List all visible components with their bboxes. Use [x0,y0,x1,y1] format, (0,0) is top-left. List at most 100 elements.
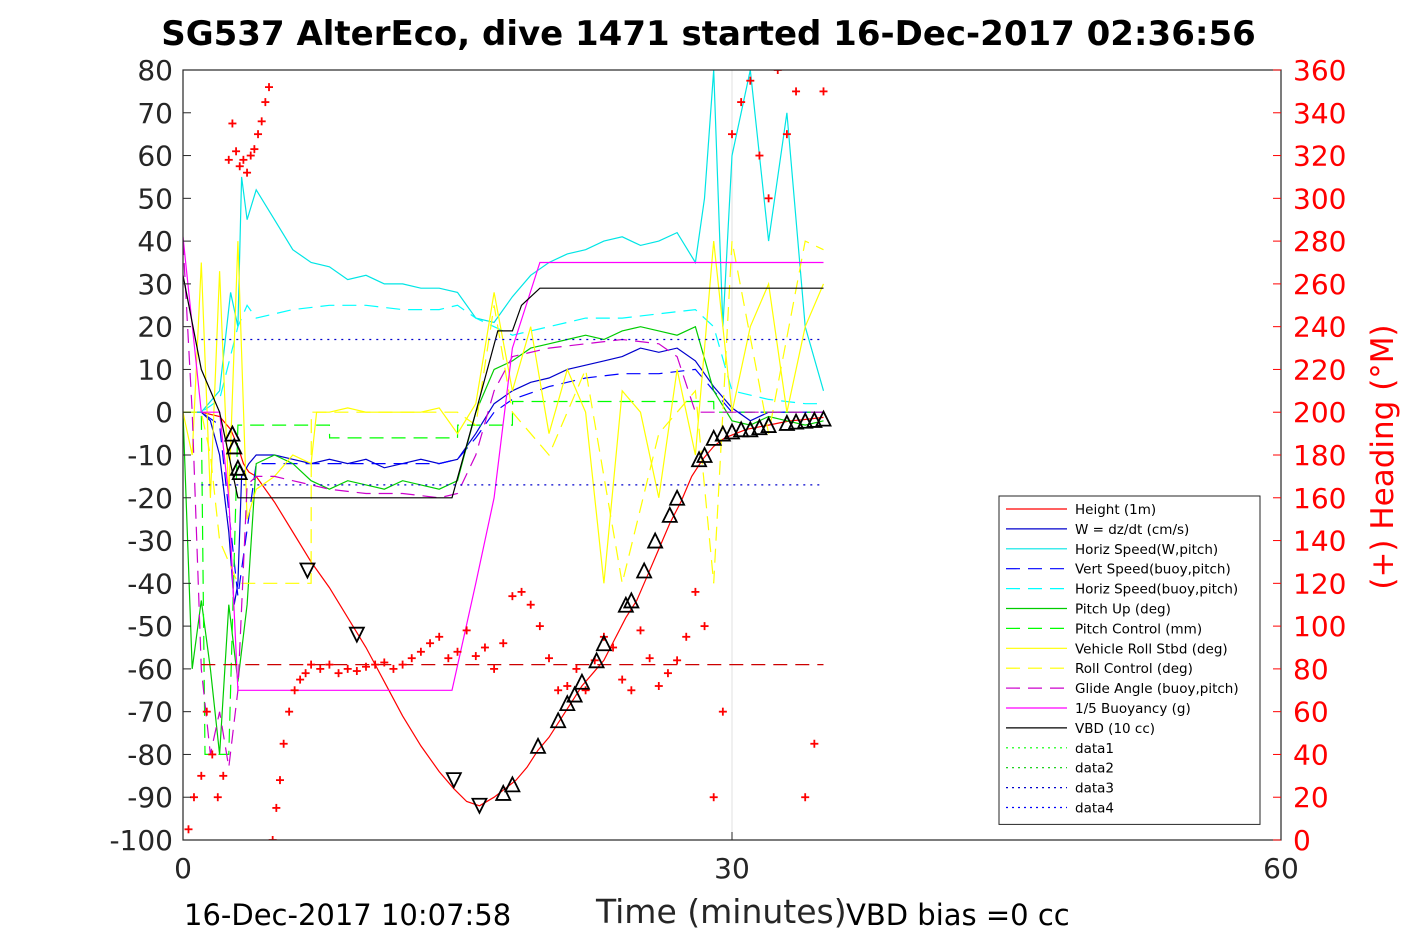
y-tick-label: -90 [127,781,173,814]
y-tick-label: -100 [109,824,173,857]
heading-point [239,155,248,164]
legend-entry: Horiz Speed(W,pitch) [1006,542,1218,558]
legend-entry: Height (1m) [1006,502,1156,518]
legend-entry: W = dz/dt (cm/s) [1006,522,1189,538]
y2-tick-label: 260 [1293,268,1346,301]
heading-point [499,639,508,648]
y-tick-label: 70 [137,97,173,130]
legend-entry: Glide Angle (buoy,pitch) [1006,681,1239,697]
profile-marker [566,685,584,703]
heading-point [334,669,343,678]
legend-entry: Roll Control (deg) [1006,661,1193,677]
heading-point [235,162,244,171]
heading-point [663,669,672,678]
legend-entry: 1/5 Buoyancy (g) [1006,701,1191,717]
y2-tick-label: 220 [1293,353,1346,386]
y-tick-label: 0 [155,396,173,429]
profile-marker [714,424,732,442]
y2-tick-label: 300 [1293,182,1346,215]
heading-point [755,151,764,160]
heading-point [272,803,281,812]
legend-entry: data1 [1006,741,1114,757]
legend-label: data3 [1075,781,1114,797]
heading-point [627,686,636,695]
heading-point [257,117,266,126]
heading-point [352,667,361,676]
y2-tick-label: 160 [1293,482,1346,515]
y2-tick-label: 320 [1293,140,1346,173]
y-tick-label: -40 [127,567,173,600]
heading-point [380,658,389,667]
y-tick-label: -20 [127,482,173,515]
heading-point [232,147,241,156]
profile-marker [503,775,521,793]
legend-label: data4 [1075,801,1114,817]
legend-entry: VBD (10 cc) [1006,721,1155,737]
profile-marker [805,410,823,428]
heading-point [285,707,294,716]
series-line-horiz-speed-w-pitch- [183,70,825,413]
y2-tick-label: 240 [1293,311,1346,344]
y2-tick-label: 60 [1293,696,1329,729]
legend-label: Roll Control (deg) [1075,661,1193,677]
legend-label: data2 [1075,761,1114,777]
y-tick-label: 10 [137,353,173,386]
legend-label: VBD (10 cc) [1075,721,1155,737]
series-group [183,70,832,840]
y-tick-label: -10 [127,439,173,472]
y-tick-label: -80 [127,738,173,771]
legend-label: Vert Speed(buoy,pitch) [1075,562,1231,578]
legend: Height (1m) W = dz/dt (cm/s) Horiz Speed(W… [998,495,1261,825]
heading-point [691,587,700,596]
profile-marker [622,591,640,609]
heading-point [184,825,193,834]
heading-point [296,675,305,684]
heading-point [325,660,334,669]
series-line-horiz-speed-buoy-pitch- [183,304,824,413]
y2-tick-label: 40 [1293,738,1329,771]
profile-marker [225,437,243,455]
legend-label: Vehicle Roll Stbd (deg) [1075,641,1228,657]
heading-point [819,87,828,96]
series-line-vbd-10-cc- [183,275,824,499]
profile-marker [760,416,778,433]
y-tick-label: -30 [127,525,173,558]
y-tick-label: 50 [137,182,173,215]
heading-point [398,660,407,669]
profile-marker [815,409,832,427]
profile-marker [696,445,714,463]
heading-point [645,654,654,663]
legend-entry: Horiz Speed(buoy,pitch) [1006,582,1238,598]
heading-point [250,145,259,154]
y-tick-label: 20 [137,311,173,344]
heading-point [301,669,310,678]
profile-marker [741,420,759,438]
chart-title: SG537 AlterEco, dive 1471 started 16-Dec… [161,14,1256,54]
y2-tick-label: 340 [1293,97,1346,130]
heading-point [343,664,352,673]
x-tick-label: 0 [174,852,192,885]
heading-point [764,194,773,203]
y-tick-label: 40 [137,225,173,258]
heading-point [480,643,489,652]
heading-point [618,675,627,684]
y2-tick-label: 200 [1293,396,1346,429]
heading-point [673,656,682,665]
legend-entry: Pitch Control (mm) [1006,621,1202,637]
heading-point [801,793,810,802]
heading-point [416,647,425,656]
profile-marker [298,562,316,580]
x-tick-label: 60 [1263,852,1299,885]
legend-label: Pitch Control (mm) [1075,621,1202,637]
heading-point [654,682,663,690]
y-tick-label: 80 [137,54,173,87]
y-tick-label: 60 [137,140,173,173]
footer-timestamp: 16-Dec-2017 10:07:58 [184,898,512,932]
y2-tick-label: 280 [1293,225,1346,258]
footer-vbd-bias: VBD bias =0 cc [846,898,1070,932]
heading-point [228,119,237,128]
profile-marker [223,424,241,442]
heading-point [462,626,471,635]
y2-tick-label: 80 [1293,653,1329,686]
